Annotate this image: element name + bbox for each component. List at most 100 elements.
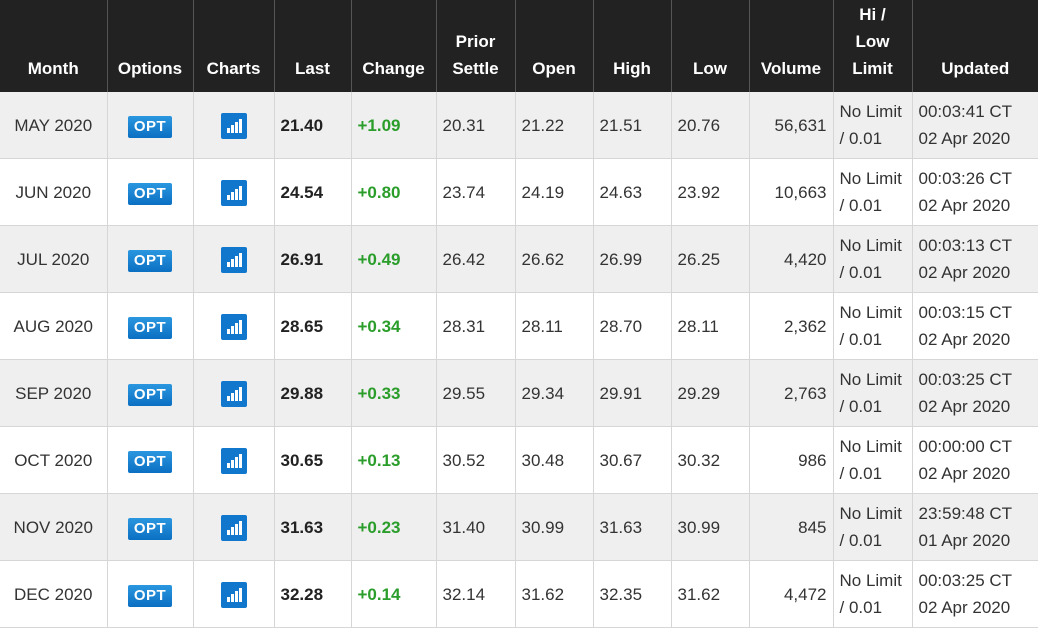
limit-line1: No Limit [839,504,902,523]
hi-low-limit-cell: No Limit / 0.01 [833,560,913,628]
high-cell: 29.91 [593,359,672,427]
opt-button[interactable]: OPT [127,249,173,272]
limit-line2: / 0.01 [839,464,883,483]
updated-time: 00:03:15 CT [918,303,1013,322]
opt-button[interactable]: OPT [127,383,173,406]
updated-date: 02 Apr 2020 [918,464,1011,483]
volume-cell: 2,362 [749,292,834,360]
updated-time: 00:00:00 CT [918,437,1013,456]
prior-settle-cell: 28.31 [436,292,516,360]
opt-button[interactable]: OPT [127,115,173,138]
header-hi-low-limit-line3: Limit [852,59,893,78]
charts-cell [193,225,275,293]
limit-line1: No Limit [839,303,902,322]
header-row: Month Options Charts Last Change Prior Se… [0,0,1038,92]
updated-time: 00:03:25 CT [918,370,1013,389]
updated-cell: 00:00:00 CT 02 Apr 2020 [912,426,1038,494]
limit-line2: / 0.01 [839,397,883,416]
last-cell: 24.54 [274,158,352,226]
header-change: Change [351,0,437,92]
limit-line2: / 0.01 [839,263,883,282]
low-cell: 20.76 [671,92,750,159]
table-row: DEC 2020 OPT 32.28 +0.14 32.14 31.62 32.… [0,560,1038,628]
prior-settle-cell: 31.40 [436,493,516,561]
month-cell: SEP 2020 [0,359,108,427]
limit-line1: No Limit [839,236,902,255]
header-low: Low [671,0,750,92]
last-cell: 30.65 [274,426,352,494]
bar-chart-icon[interactable] [220,112,247,139]
updated-cell: 00:03:25 CT 02 Apr 2020 [912,359,1038,427]
volume-cell: 4,472 [749,560,834,628]
bar-chart-icon[interactable] [220,447,247,474]
updated-date: 02 Apr 2020 [918,196,1011,215]
month-cell: MAY 2020 [0,92,108,159]
updated-date: 02 Apr 2020 [918,598,1011,617]
charts-cell [193,359,275,427]
bar-chart-icon[interactable] [220,380,247,407]
limit-line2: / 0.01 [839,598,883,617]
high-cell: 32.35 [593,560,672,628]
header-hi-low-limit-line1: Hi / [859,5,886,24]
opt-button[interactable]: OPT [127,517,173,540]
header-options: Options [107,0,194,92]
month-cell: AUG 2020 [0,292,108,360]
month-cell: JUL 2020 [0,225,108,293]
open-cell: 26.62 [515,225,594,293]
options-cell: OPT [107,359,194,427]
hi-low-limit-cell: No Limit / 0.01 [833,359,913,427]
bar-chart-icon[interactable] [220,514,247,541]
updated-cell: 00:03:25 CT 02 Apr 2020 [912,560,1038,628]
updated-date: 02 Apr 2020 [918,330,1011,349]
charts-cell [193,560,275,628]
open-cell: 29.34 [515,359,594,427]
change-cell: +0.23 [351,493,437,561]
high-cell: 26.99 [593,225,672,293]
prior-settle-cell: 26.42 [436,225,516,293]
limit-line1: No Limit [839,571,902,590]
prior-settle-cell: 32.14 [436,560,516,628]
bar-chart-icon[interactable] [220,581,247,608]
hi-low-limit-cell: No Limit / 0.01 [833,426,913,494]
hi-low-limit-cell: No Limit / 0.01 [833,493,913,561]
table-row: NOV 2020 OPT 31.63 +0.23 31.40 30.99 31.… [0,493,1038,561]
updated-date: 02 Apr 2020 [918,397,1011,416]
bar-chart-icon[interactable] [220,246,247,273]
updated-date: 02 Apr 2020 [918,129,1011,148]
hi-low-limit-cell: No Limit / 0.01 [833,225,913,293]
header-prior-settle-line1: Prior [455,32,496,51]
limit-line2: / 0.01 [839,330,883,349]
month-cell: DEC 2020 [0,560,108,628]
table-row: AUG 2020 OPT 28.65 +0.34 28.31 28.11 28.… [0,292,1038,360]
options-cell: OPT [107,560,194,628]
limit-line2: / 0.01 [839,129,883,148]
opt-button[interactable]: OPT [127,450,173,473]
open-cell: 31.62 [515,560,594,628]
opt-button[interactable]: OPT [127,182,173,205]
high-cell: 21.51 [593,92,672,159]
table-row: JUL 2020 OPT 26.91 +0.49 26.42 26.62 26.… [0,225,1038,293]
opt-button[interactable]: OPT [127,316,173,339]
options-cell: OPT [107,158,194,226]
updated-cell: 00:03:13 CT 02 Apr 2020 [912,225,1038,293]
change-cell: +0.80 [351,158,437,226]
opt-button[interactable]: OPT [127,584,173,607]
change-cell: +1.09 [351,92,437,159]
open-cell: 30.48 [515,426,594,494]
updated-time: 00:03:13 CT [918,236,1013,255]
table-row: SEP 2020 OPT 29.88 +0.33 29.55 29.34 29.… [0,359,1038,427]
volume-cell: 56,631 [749,92,834,159]
last-cell: 32.28 [274,560,352,628]
header-open: Open [515,0,594,92]
limit-line1: No Limit [839,370,902,389]
updated-date: 01 Apr 2020 [918,531,1011,550]
charts-cell [193,158,275,226]
bar-chart-icon[interactable] [220,179,247,206]
charts-cell [193,92,275,159]
month-cell: OCT 2020 [0,426,108,494]
bar-chart-icon[interactable] [220,313,247,340]
updated-cell: 00:03:15 CT 02 Apr 2020 [912,292,1038,360]
limit-line2: / 0.01 [839,196,883,215]
low-cell: 31.62 [671,560,750,628]
